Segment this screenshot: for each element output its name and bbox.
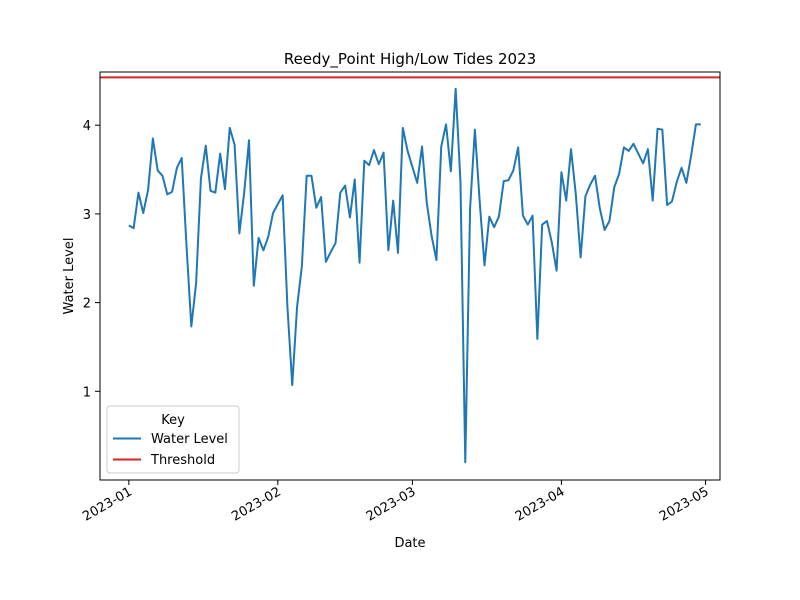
y-axis-label: Water Level: [62, 238, 77, 315]
y-tick-label: 1: [83, 385, 91, 400]
axes-frame: [99, 71, 721, 481]
y-tick-label: 2: [83, 297, 91, 312]
x-tick-label: 2023-01: [80, 484, 135, 524]
series-line-water-level: [128, 87, 701, 464]
x-axis-label: Date: [394, 536, 425, 551]
legend-title: Key: [161, 413, 185, 428]
y-tick-label: 4: [83, 119, 91, 134]
chart-title: Reedy_Point High/Low Tides 2023: [284, 50, 536, 69]
legend-label-water-level: Water Level: [151, 432, 228, 447]
x-tick-label: 2023-05: [657, 484, 712, 524]
y-tick-label: 3: [83, 208, 91, 223]
y-axis: 1 2 3 4: [83, 119, 100, 400]
legend-box: [106, 405, 240, 474]
x-tick-label: 2023-02: [229, 484, 284, 524]
legend: Key Water Level Threshold: [106, 405, 240, 474]
plot-area: [100, 76, 720, 464]
legend-label-threshold: Threshold: [150, 453, 215, 468]
x-tick-label: 2023-03: [364, 484, 419, 524]
x-axis: 2023-01 2023-02 2023-03 2023-04 2023-05: [80, 480, 712, 525]
x-tick-label: 2023-04: [513, 484, 568, 524]
